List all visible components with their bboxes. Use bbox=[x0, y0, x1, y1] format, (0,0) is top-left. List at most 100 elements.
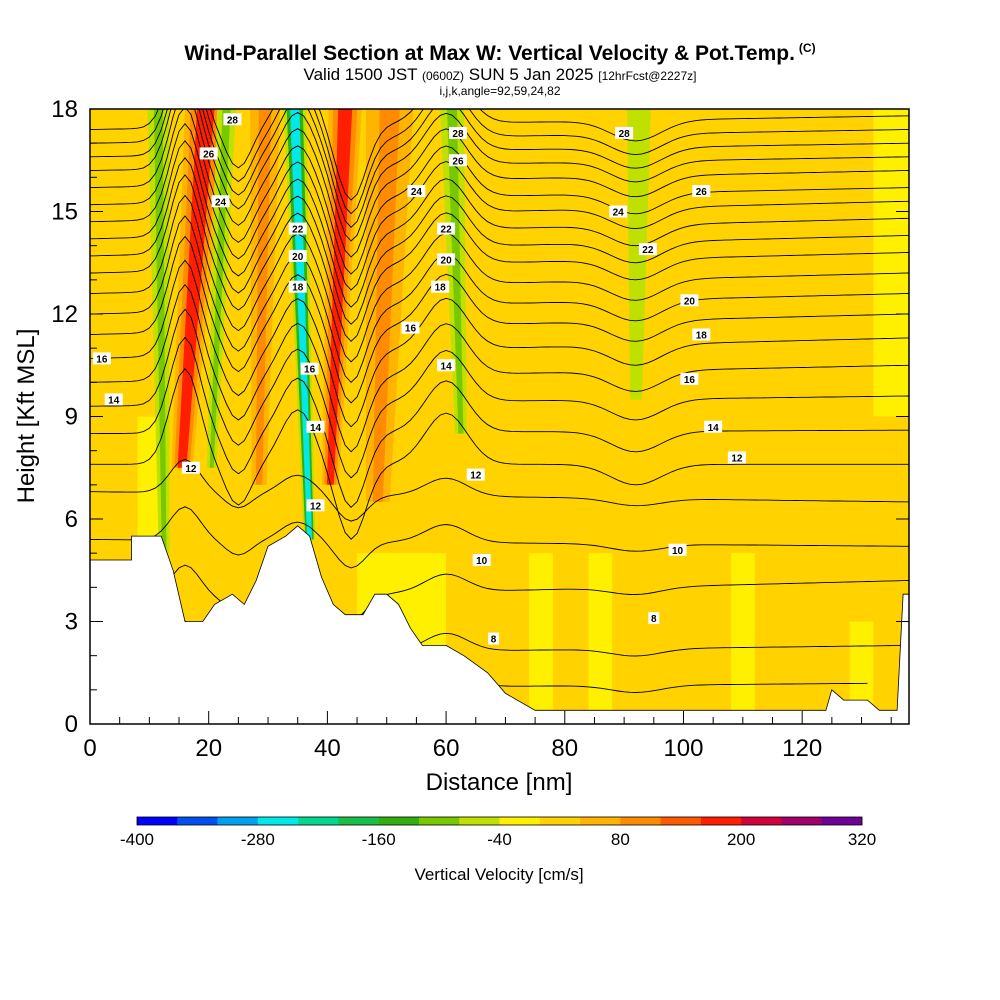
y-tick-label: 6 bbox=[65, 506, 78, 533]
contour-label-text: 28 bbox=[452, 129, 464, 140]
isentrope-19 bbox=[90, 109, 909, 242]
colorbar-swatch bbox=[217, 817, 259, 825]
isentrope-4 bbox=[90, 458, 909, 522]
contour-label-box bbox=[437, 222, 456, 235]
contour-label-text: 20 bbox=[684, 296, 696, 307]
contour-label-box bbox=[466, 468, 485, 481]
contour-label-box bbox=[668, 543, 687, 556]
contour-label-box bbox=[448, 126, 467, 139]
colorbar-swatch bbox=[499, 817, 541, 825]
isentrope-17 bbox=[90, 109, 909, 275]
x-tick-label: 0 bbox=[83, 735, 96, 762]
contour-label-text: 18 bbox=[435, 283, 447, 294]
contour-label-text: 8 bbox=[651, 614, 657, 625]
contour-label: 16 bbox=[401, 321, 420, 335]
contour-label-box bbox=[288, 249, 307, 262]
colorbar-swatch bbox=[821, 817, 863, 825]
contour-label-box bbox=[181, 461, 200, 474]
contour-label-box bbox=[638, 243, 657, 256]
colorbar-swatch bbox=[177, 817, 218, 825]
isentrope-8 bbox=[90, 283, 909, 453]
forecast-info: [12hrFcst@2227z] bbox=[598, 69, 697, 83]
weak-velocity-region bbox=[873, 109, 909, 417]
colorbar-tick-label: -280 bbox=[241, 830, 275, 849]
isentrope-15 bbox=[90, 140, 909, 308]
contour-label-box bbox=[92, 352, 111, 365]
contour-label: 20 bbox=[680, 294, 699, 307]
isentrope-16 bbox=[90, 122, 909, 291]
x-tick-label: 100 bbox=[663, 735, 703, 762]
contour-label-text: 24 bbox=[613, 208, 625, 219]
contour-label-box bbox=[104, 393, 123, 406]
contour-label-box bbox=[401, 321, 420, 334]
contour-label-text: 10 bbox=[672, 546, 684, 557]
colorbar-tick-label: -160 bbox=[362, 830, 396, 849]
colorbar-frame bbox=[136, 816, 863, 826]
velocity-band-downdraft-3 bbox=[447, 109, 464, 434]
contour-label-box bbox=[288, 280, 307, 293]
contour-label: 18 bbox=[692, 328, 711, 342]
isentrope-20 bbox=[90, 109, 909, 228]
colorbar-swatch bbox=[781, 817, 823, 825]
contour-label-text: 8 bbox=[491, 635, 497, 646]
contour-label-text: 26 bbox=[452, 156, 464, 167]
y-tick-label: 18 bbox=[51, 96, 78, 123]
colorbar-swatch bbox=[539, 817, 581, 825]
contour-label-text: 14 bbox=[310, 423, 322, 434]
contour-label-box bbox=[680, 372, 699, 385]
colorbar-tick-label: -400 bbox=[120, 830, 154, 849]
y-tick-label: 12 bbox=[51, 301, 78, 328]
colorbar-swatch bbox=[338, 817, 379, 825]
contour-label: 12 bbox=[181, 461, 200, 475]
contour-label-text: 22 bbox=[441, 225, 453, 236]
contour-label: 20 bbox=[288, 249, 307, 263]
x-tick-label: 40 bbox=[314, 735, 341, 762]
contour-label-text: 26 bbox=[696, 187, 708, 198]
contour-label-text: 12 bbox=[470, 471, 482, 482]
contour-label-box bbox=[488, 632, 500, 645]
contour-label: 22 bbox=[437, 222, 456, 236]
x-tick-label: 60 bbox=[433, 735, 460, 762]
y-tick-label: 9 bbox=[65, 404, 78, 431]
x-tick-label: 120 bbox=[782, 735, 822, 762]
colorbar-swatch bbox=[298, 817, 339, 825]
contour-labels: 28 26 24 22 20 18 16 14 12 28 26 24 22 20 18 16 14 12 10 8 2… bbox=[92, 113, 746, 646]
contour-label-box bbox=[211, 195, 230, 208]
contour-label-box bbox=[300, 362, 319, 375]
velocity-band-updraft-3 bbox=[372, 109, 400, 502]
contour-label: 8 bbox=[488, 632, 500, 646]
contour-label-box bbox=[609, 205, 628, 218]
contour-label: 14 bbox=[306, 420, 325, 434]
contour-label: 16 bbox=[300, 362, 319, 376]
colorbar-tick-label: -40 bbox=[487, 830, 512, 849]
contour-label-box bbox=[615, 126, 634, 139]
contour-label-text: 20 bbox=[441, 255, 453, 266]
colorbar-swatch bbox=[378, 817, 420, 825]
velocity-band-downdraft-core bbox=[290, 109, 312, 540]
weak-velocity-region bbox=[730, 553, 755, 711]
chart-title: Wind-Parallel Section at Max W: Vertical… bbox=[0, 36, 1000, 66]
terrain-profile bbox=[90, 525, 909, 724]
contour-label: 24 bbox=[407, 185, 426, 198]
velocity-band-updraft-core bbox=[326, 109, 353, 485]
contour-label-text: 10 bbox=[476, 556, 488, 567]
weak-velocity-region bbox=[588, 553, 613, 711]
colorbar-tick-label: 80 bbox=[611, 830, 630, 849]
contour-label-text: 18 bbox=[292, 283, 304, 294]
colorbar-label: Vertical Velocity [cm/s] bbox=[414, 865, 583, 884]
contour-label-text: 14 bbox=[108, 395, 120, 406]
isentrope-6 bbox=[90, 336, 909, 508]
colorbar-swatch bbox=[741, 817, 782, 825]
colorbar-swatch bbox=[418, 817, 460, 825]
title-block: Wind-Parallel Section at Max W: Vertical… bbox=[0, 36, 1000, 97]
contour-label-box bbox=[223, 113, 242, 126]
contour-label-text: 18 bbox=[696, 331, 708, 342]
contour-label-box bbox=[472, 554, 491, 566]
contour-label-box bbox=[288, 222, 307, 235]
terrain bbox=[90, 525, 909, 724]
contour-label-box bbox=[407, 185, 426, 197]
isentrope-22 bbox=[90, 109, 909, 201]
contour-label-text: 14 bbox=[441, 361, 453, 372]
velocity-band-updraft-2 bbox=[256, 109, 272, 485]
colorbar-swatch bbox=[257, 817, 299, 825]
